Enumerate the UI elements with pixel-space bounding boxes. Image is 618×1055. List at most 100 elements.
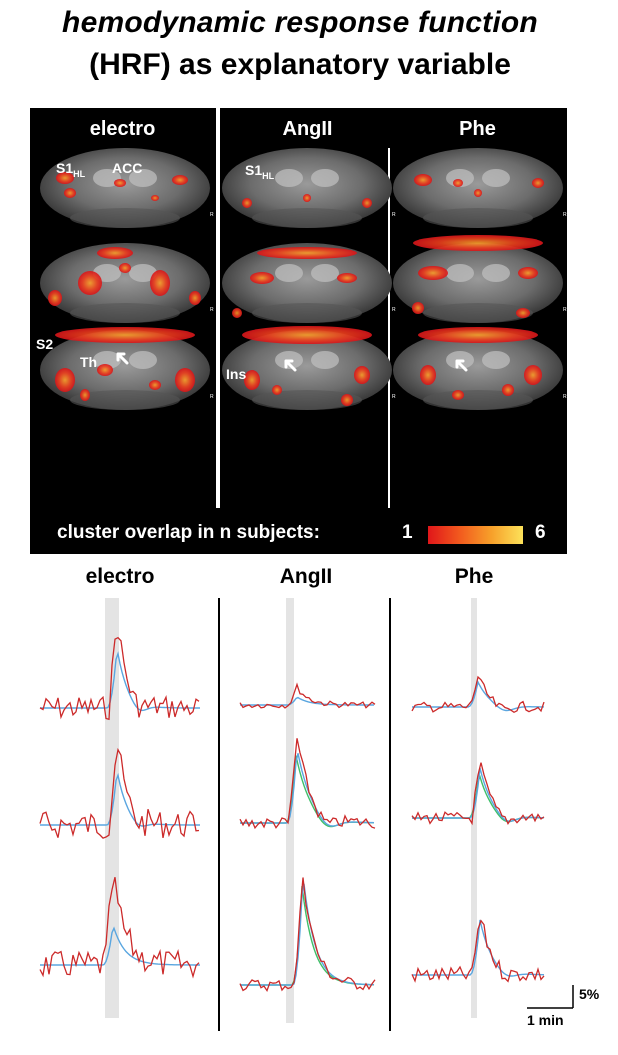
activation-cluster bbox=[518, 267, 538, 279]
orientation-r-label: R bbox=[563, 394, 567, 400]
bold-signal-line bbox=[411, 675, 545, 714]
brain-slice: R bbox=[393, 327, 567, 410]
hrf-line bbox=[240, 753, 375, 827]
activation-cluster bbox=[119, 263, 131, 273]
hrf-line bbox=[40, 772, 200, 827]
activation-cluster bbox=[97, 247, 133, 259]
orientation-r-label: R bbox=[392, 394, 396, 400]
activation-cluster bbox=[474, 189, 482, 197]
activation-cluster bbox=[341, 394, 353, 406]
activation-cluster bbox=[272, 385, 282, 395]
label-acc: ACC bbox=[112, 160, 143, 176]
hrf-line bbox=[40, 651, 200, 712]
brain-structure bbox=[482, 264, 510, 282]
bold-signal-line bbox=[239, 682, 376, 709]
activation-cluster bbox=[55, 327, 195, 343]
brain-structure bbox=[70, 390, 180, 410]
brain-structure bbox=[93, 169, 121, 187]
hrf-line bbox=[240, 883, 375, 986]
activation-cluster bbox=[524, 365, 542, 385]
column-divider bbox=[216, 108, 220, 508]
activation-cluster bbox=[149, 380, 161, 390]
hrf-fit-line bbox=[240, 755, 374, 828]
label-ins: Ins bbox=[226, 366, 247, 382]
brain-outline bbox=[393, 330, 563, 410]
bold-signal-line bbox=[411, 919, 545, 983]
brain-outline bbox=[393, 243, 563, 323]
orientation-r-label: R bbox=[210, 212, 214, 218]
brain-slice: R bbox=[40, 243, 214, 323]
bold-signal-line bbox=[39, 877, 200, 979]
brain-structure bbox=[423, 208, 533, 228]
brain-structure bbox=[129, 351, 157, 369]
activation-cluster bbox=[150, 270, 170, 296]
trace-column-divider bbox=[218, 598, 220, 1031]
brain-slice: R bbox=[40, 148, 214, 228]
brain-structure bbox=[446, 264, 474, 282]
activation-cluster bbox=[413, 235, 543, 251]
arrow-icon bbox=[455, 359, 468, 372]
figure-title-line1: hemodynamic response function bbox=[62, 6, 538, 39]
brain-structure bbox=[252, 303, 362, 323]
activation-cluster bbox=[412, 302, 424, 314]
hrf-line bbox=[412, 679, 544, 712]
brain-slices: R R R R R R R R R bbox=[40, 148, 567, 410]
activation-cluster bbox=[172, 175, 188, 185]
arrow-icon bbox=[116, 352, 129, 365]
brain-slice: R bbox=[222, 243, 396, 323]
activation-cluster bbox=[242, 198, 252, 208]
brain-outline bbox=[222, 148, 392, 228]
brain-structure bbox=[311, 264, 339, 282]
activation-cluster bbox=[55, 368, 75, 392]
activation-cluster bbox=[303, 194, 311, 202]
activation-cluster bbox=[362, 198, 372, 208]
scalebar-y-label: 5% bbox=[579, 986, 600, 1002]
bold-signal-line bbox=[411, 762, 545, 826]
activation-cluster bbox=[232, 308, 242, 318]
activation-cluster bbox=[516, 308, 530, 318]
trace-column-title-electro: electro bbox=[85, 565, 155, 588]
trace-column-title-phe: Phe bbox=[454, 565, 494, 588]
brain-structure bbox=[275, 169, 303, 187]
activation-cluster bbox=[452, 390, 464, 400]
activation-cluster bbox=[56, 172, 74, 184]
activation-cluster bbox=[502, 384, 514, 396]
activation-cluster bbox=[337, 273, 357, 283]
activation-cluster bbox=[151, 195, 159, 201]
colorbar-label: cluster overlap in n subjects: bbox=[57, 522, 320, 543]
activation-cluster bbox=[48, 290, 62, 306]
brain-structure bbox=[275, 264, 303, 282]
brain-structure bbox=[311, 169, 339, 187]
activation-cluster bbox=[420, 365, 436, 385]
mri-column-title-electro: electro bbox=[89, 118, 156, 140]
brain-outline bbox=[40, 148, 210, 228]
brain-slice: R bbox=[393, 235, 567, 323]
bold-signal-line bbox=[39, 747, 200, 839]
brain-structure bbox=[482, 169, 510, 187]
mri-column-title-angii: AngII bbox=[282, 118, 333, 140]
mri-column-title-phe: Phe bbox=[459, 118, 496, 140]
colorbar-max: 6 bbox=[535, 522, 546, 543]
activation-cluster bbox=[418, 327, 538, 343]
activation-cluster bbox=[354, 366, 370, 384]
activation-cluster bbox=[80, 389, 90, 401]
brain-outline bbox=[222, 330, 392, 410]
mri-activation-panel: electro AngII Phe R R R R R R R R R S1HL ACC S1H… bbox=[30, 108, 567, 554]
colorbar-min: 1 bbox=[402, 522, 413, 543]
activation-cluster bbox=[114, 179, 126, 187]
brain-structure bbox=[70, 303, 180, 323]
brain-outline bbox=[393, 148, 563, 228]
activation-cluster bbox=[97, 364, 113, 376]
hrf-line bbox=[240, 696, 374, 706]
trace-column-title-angii: AngII bbox=[279, 565, 333, 588]
brain-slice: R bbox=[40, 327, 214, 410]
brain-structure bbox=[129, 264, 157, 282]
activation-cluster bbox=[250, 272, 274, 284]
activation-cluster bbox=[78, 271, 102, 295]
scalebar-x-label: 1 min bbox=[527, 1012, 564, 1028]
label-s1hl-electro: S1HL bbox=[56, 160, 86, 179]
brain-structure bbox=[129, 169, 157, 187]
orientation-r-label: R bbox=[392, 307, 396, 313]
brain-structure bbox=[70, 208, 180, 228]
activation-cluster bbox=[244, 370, 260, 390]
